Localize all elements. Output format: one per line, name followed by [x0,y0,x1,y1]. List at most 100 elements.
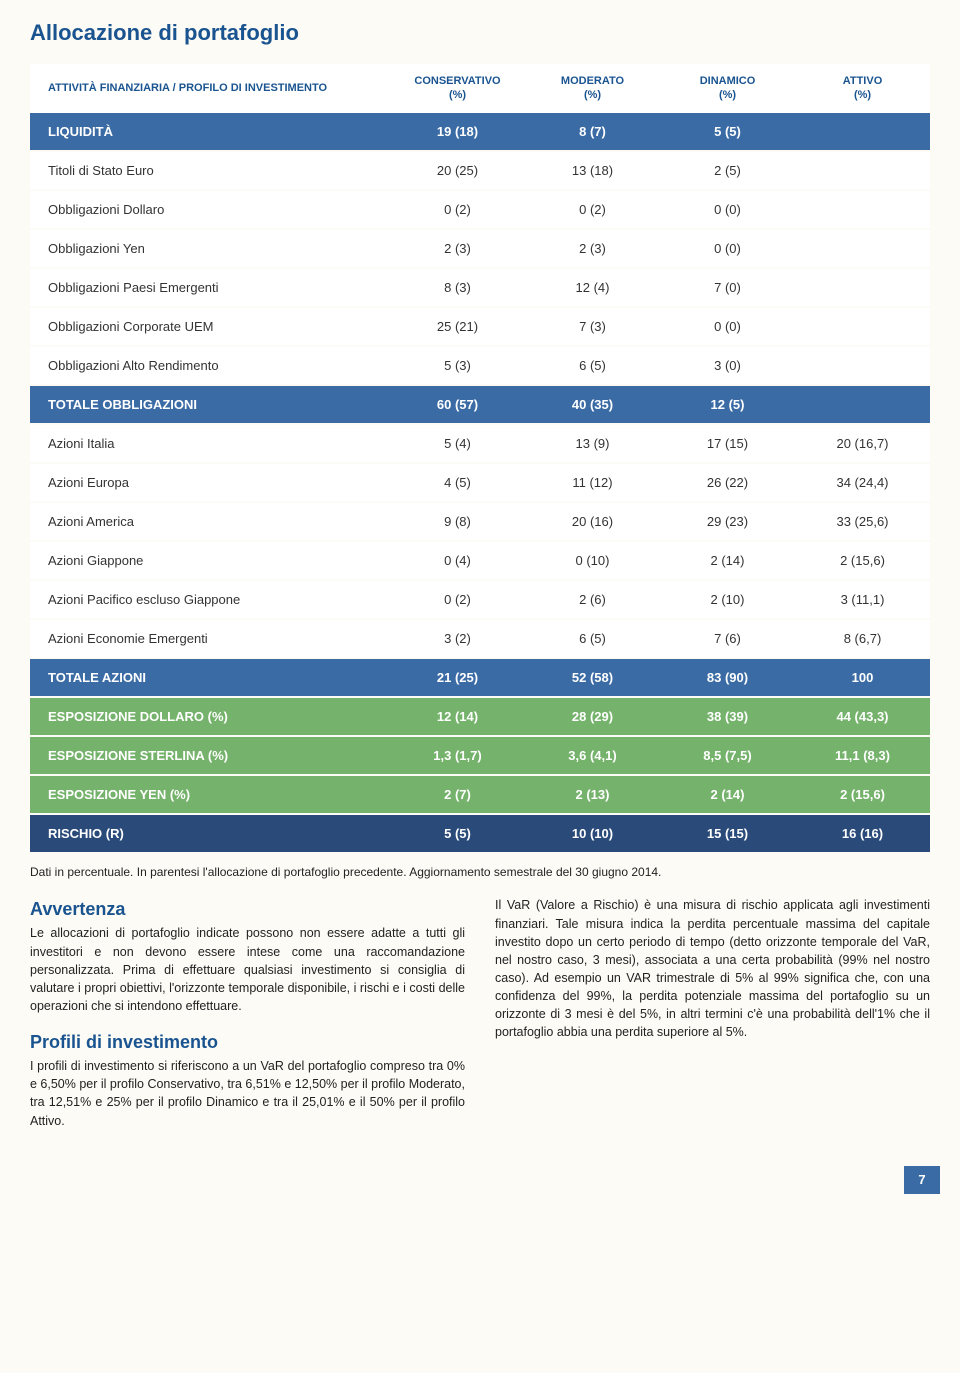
row-value: 0 (0) [660,307,795,346]
row-label: ESPOSIZIONE YEN (%) [30,775,390,814]
header-dinamico: DINAMICO(%) [660,64,795,113]
row-value: 2 (15,6) [795,775,930,814]
row-value: 3 (0) [660,346,795,385]
row-value: 5 (4) [390,424,525,463]
row-value: 2 (3) [390,229,525,268]
table-row: Obbligazioni Alto Rendimento5 (3)6 (5)3 … [30,346,930,385]
row-value: 0 (0) [660,190,795,229]
row-label: RISCHIO (R) [30,814,390,853]
row-value: 3,6 (4,1) [525,736,660,775]
row-value: 5 (5) [390,814,525,853]
header-moderato: MODERATO(%) [525,64,660,113]
header-attivo: ATTIVO(%) [795,64,930,113]
table-row: Azioni Italia5 (4)13 (9)17 (15)20 (16,7) [30,424,930,463]
page-title: Allocazione di portafoglio [30,20,930,46]
row-value: 83 (90) [660,658,795,697]
row-value: 7 (6) [660,619,795,658]
row-value: 0 (0) [660,229,795,268]
row-value: 1,3 (1,7) [390,736,525,775]
left-column: Avvertenza Le allocazioni di portafoglio… [30,896,465,1143]
row-value: 29 (23) [660,502,795,541]
profili-heading: Profili di investimento [30,1029,465,1055]
row-label: Titoli di Stato Euro [30,151,390,190]
row-value: 2 (6) [525,580,660,619]
table-row: Obbligazioni Dollaro0 (2)0 (2)0 (0) [30,190,930,229]
row-label: Azioni Italia [30,424,390,463]
row-value: 2 (14) [660,541,795,580]
row-value: 12 (4) [525,268,660,307]
table-row: Obbligazioni Paesi Emergenti8 (3)12 (4)7… [30,268,930,307]
table-row: Azioni Europa4 (5)11 (12)26 (22)34 (24,4… [30,463,930,502]
row-value: 2 (3) [525,229,660,268]
row-value: 2 (7) [390,775,525,814]
row-label: Obbligazioni Corporate UEM [30,307,390,346]
row-value [795,229,930,268]
row-value: 0 (4) [390,541,525,580]
page-number: 7 [904,1166,940,1194]
row-value: 12 (14) [390,697,525,736]
row-value: 20 (16,7) [795,424,930,463]
row-value: 5 (3) [390,346,525,385]
row-value: 11,1 (8,3) [795,736,930,775]
row-value: 40 (35) [525,385,660,424]
table-header-row: ATTIVITÀ FINANZIARIA / PROFILO DI INVEST… [30,64,930,113]
row-value: 0 (2) [390,580,525,619]
row-value: 5 (5) [660,113,795,151]
row-value: 10 (10) [525,814,660,853]
row-value: 13 (18) [525,151,660,190]
row-value: 7 (0) [660,268,795,307]
row-label: ESPOSIZIONE STERLINA (%) [30,736,390,775]
var-text: Il VaR (Valore a Rischio) è una misura d… [495,896,930,1041]
row-value: 21 (25) [390,658,525,697]
table-row: ESPOSIZIONE DOLLARO (%)12 (14)28 (29)38 … [30,697,930,736]
row-value: 8 (7) [525,113,660,151]
table-row: Obbligazioni Corporate UEM25 (21)7 (3)0 … [30,307,930,346]
row-value: 34 (24,4) [795,463,930,502]
avvertenza-text: Le allocazioni di portafoglio indicate p… [30,924,465,1015]
row-value: 6 (5) [525,619,660,658]
row-label: Azioni Pacifico escluso Giappone [30,580,390,619]
row-label: Azioni Giappone [30,541,390,580]
row-value: 8,5 (7,5) [660,736,795,775]
table-row: TOTALE OBBLIGAZIONI60 (57)40 (35)12 (5) [30,385,930,424]
row-value: 25 (21) [390,307,525,346]
row-value: 44 (43,3) [795,697,930,736]
row-value: 2 (5) [660,151,795,190]
table-footnote: Dati in percentuale. In parentesi l'allo… [30,864,930,881]
row-value [795,346,930,385]
row-value: 16 (16) [795,814,930,853]
row-value [795,151,930,190]
table-row: Obbligazioni Yen2 (3)2 (3)0 (0) [30,229,930,268]
row-value: 12 (5) [660,385,795,424]
row-value: 3 (11,1) [795,580,930,619]
row-value: 0 (2) [390,190,525,229]
row-value [795,190,930,229]
row-value: 33 (25,6) [795,502,930,541]
row-value: 2 (14) [660,775,795,814]
table-row: LIQUIDITÀ19 (18)8 (7)5 (5) [30,113,930,151]
row-value: 15 (15) [660,814,795,853]
table-row: Azioni Economie Emergenti3 (2)6 (5)7 (6)… [30,619,930,658]
row-value: 0 (10) [525,541,660,580]
row-value: 17 (15) [660,424,795,463]
row-value [795,385,930,424]
row-value: 38 (39) [660,697,795,736]
row-value: 8 (6,7) [795,619,930,658]
row-value: 19 (18) [390,113,525,151]
table-row: Titoli di Stato Euro20 (25)13 (18)2 (5) [30,151,930,190]
text-columns: Avvertenza Le allocazioni di portafoglio… [30,896,930,1143]
right-column: Il VaR (Valore a Rischio) è una misura d… [495,896,930,1143]
table-row: TOTALE AZIONI21 (25)52 (58)83 (90)100 [30,658,930,697]
row-value: 20 (16) [525,502,660,541]
row-label: Obbligazioni Dollaro [30,190,390,229]
row-value: 2 (13) [525,775,660,814]
row-value: 2 (10) [660,580,795,619]
row-value: 9 (8) [390,502,525,541]
profili-text: I profili di investimento si riferiscono… [30,1057,465,1130]
table-row: Azioni Giappone0 (4)0 (10)2 (14)2 (15,6) [30,541,930,580]
row-label: LIQUIDITÀ [30,113,390,151]
row-value: 28 (29) [525,697,660,736]
row-label: Azioni America [30,502,390,541]
row-value: 60 (57) [390,385,525,424]
row-label: Obbligazioni Yen [30,229,390,268]
